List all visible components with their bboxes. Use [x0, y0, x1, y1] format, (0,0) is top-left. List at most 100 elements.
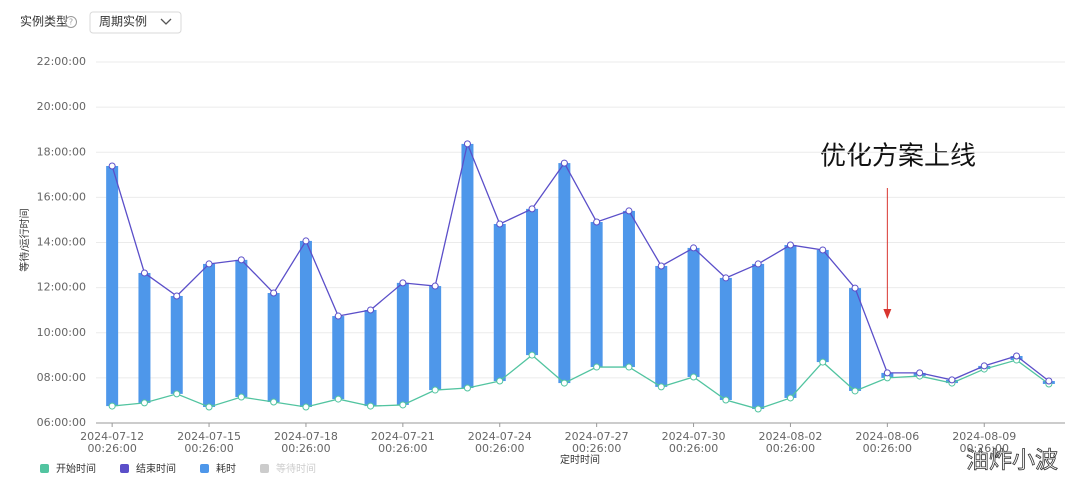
point [302, 237, 310, 245]
x-tick-label-line: 2024-08-09 [952, 430, 1016, 443]
point [334, 312, 342, 320]
point [173, 390, 181, 398]
legend-swatch [200, 464, 209, 473]
y-tick-label: 10:00:00 [37, 326, 86, 339]
point [560, 159, 568, 167]
bar [170, 295, 183, 394]
point [851, 387, 859, 395]
point [140, 399, 148, 407]
point [593, 363, 601, 371]
x-tick-label-line: 00:26:00 [281, 442, 330, 455]
bar [558, 163, 571, 384]
y-axis-label: 等待/运行时间 [18, 208, 31, 271]
line [111, 141, 1050, 382]
point [140, 269, 148, 277]
point [528, 351, 536, 359]
bar [138, 272, 151, 403]
x-axis-label: 定时时间 [560, 453, 600, 466]
dropdown[interactable] [89, 11, 182, 34]
x-tick-label: 2024-07-12 00:26:00 [80, 430, 144, 455]
point [883, 369, 891, 377]
x-tick-label-line: 00:26:00 [766, 442, 815, 455]
bar [396, 282, 409, 405]
x-tick-label: 2024-07-15 00:26:00 [177, 430, 241, 455]
x-tick-label-line: 2024-08-06 [855, 430, 919, 443]
point [657, 383, 665, 391]
x-tick-label-line: 00:26:00 [960, 442, 1009, 455]
point [463, 384, 471, 392]
bar [235, 259, 248, 398]
bar [364, 309, 377, 407]
point [722, 396, 730, 404]
point [916, 369, 924, 377]
point [786, 394, 794, 402]
bar [493, 223, 506, 382]
bar [849, 288, 862, 391]
point [722, 274, 730, 282]
x-tick-label-line: 2024-07-21 [371, 430, 435, 443]
point [528, 205, 536, 213]
y-tick-label: 12:00:00 [37, 281, 86, 294]
x-tick-label: 2024-07-24 00:26:00 [468, 430, 532, 455]
x-tick-label-line: 00:26:00 [572, 442, 621, 455]
point [754, 260, 762, 268]
x-tick-label: 2024-08-09 00:26:00 [952, 430, 1016, 455]
y-tick-label: 06:00:00 [37, 416, 86, 429]
x-tick-label: 2024-07-30 00:26:00 [662, 430, 726, 455]
legend-swatch [120, 464, 129, 473]
point [625, 207, 633, 215]
point [399, 401, 407, 409]
legend-label: 耗时 [216, 463, 236, 475]
x-tick-label: 2024-07-21 00:26:00 [371, 430, 435, 455]
help-mark: ? [69, 18, 73, 27]
bar [429, 286, 442, 391]
x-tick-label-line: 2024-07-18 [274, 430, 338, 443]
point [593, 218, 601, 226]
x-tick-label-line: 00:26:00 [475, 442, 524, 455]
x-tick-label-line: 2024-07-30 [662, 430, 726, 443]
legend-label: 开始时间 [56, 462, 96, 475]
x-tick-label-line: 2024-07-27 [565, 430, 629, 443]
point [1045, 377, 1053, 385]
bar [461, 143, 474, 389]
point [302, 403, 310, 411]
point [1013, 352, 1021, 360]
point [237, 256, 245, 264]
x-tick-label-line: 00:26:00 [184, 442, 233, 455]
x-tick-label-line: 00:26:00 [669, 442, 718, 455]
y-tick-label: 18:00:00 [37, 145, 86, 158]
point [754, 405, 762, 413]
x-tick-label-line: 2024-07-12 [80, 430, 144, 443]
help-icon[interactable] [65, 16, 77, 28]
bar [332, 316, 345, 400]
point [690, 373, 698, 381]
x-tick-label-line: 00:26:00 [863, 442, 912, 455]
annotation: 优化方案上线 [820, 142, 976, 172]
x-tick-label-line: 00:26:00 [87, 442, 136, 455]
point [173, 292, 181, 300]
x-tick-label: 2024-08-06 00:26:00 [855, 430, 919, 455]
point [431, 386, 439, 394]
x-tick-label: 2024-07-27 00:26:00 [565, 430, 629, 455]
annotation-arrowhead [883, 309, 892, 319]
x-tick-label-line: 2024-08-02 [758, 430, 822, 443]
point [851, 284, 859, 292]
legend-swatch [260, 464, 269, 473]
y-tick-label: 14:00:00 [37, 236, 86, 249]
legend-label: 结束时间 [136, 462, 176, 475]
y-tick-label: 22:00:00 [37, 55, 86, 68]
point [690, 244, 698, 252]
line [112, 354, 1050, 410]
bar [655, 265, 668, 387]
point [367, 402, 375, 410]
bar [590, 221, 603, 368]
y-tick-label: 16:00:00 [37, 190, 86, 203]
bar [784, 244, 797, 398]
point [819, 246, 827, 254]
bar [267, 293, 280, 403]
x-tick-label: 2024-08-02 00:26:00 [758, 430, 822, 455]
point [625, 363, 633, 371]
y-tick-label: 20:00:00 [37, 100, 86, 113]
x-tick-label: 2024-07-18 00:26:00 [274, 430, 338, 455]
